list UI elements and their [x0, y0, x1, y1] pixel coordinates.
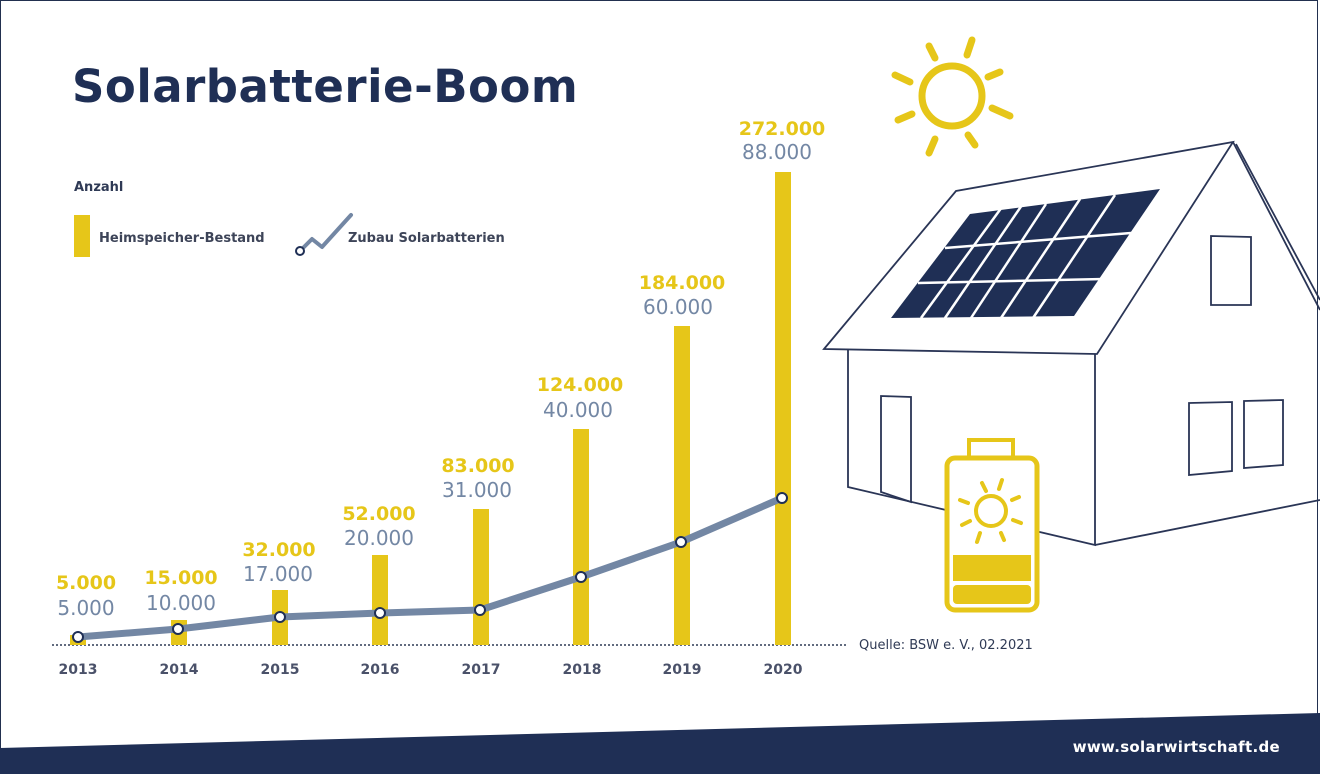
legend-line-label: Zubau Solarbatterien: [348, 231, 505, 246]
bar-value-2019: 184.000: [638, 272, 726, 294]
line-series: [74, 494, 786, 641]
bar-2020: [775, 172, 791, 645]
bar-value-2014: 15.000: [144, 567, 218, 589]
battery-icon: [944, 438, 1040, 613]
bar-value-2013: 5.000: [55, 572, 117, 594]
legend-line-icon: [295, 213, 353, 256]
x-tick-2017: 2017: [461, 662, 501, 678]
bar-value-2020: 272.000: [738, 118, 826, 140]
line-markers: [72, 492, 788, 643]
bar-value-2015: 32.000: [242, 539, 316, 561]
line-value-2015: 17.000: [243, 562, 313, 586]
line-value-2013: 5.000: [57, 596, 115, 620]
solar-panel-icon: [891, 189, 1160, 318]
x-tick-2015: 2015: [260, 662, 300, 678]
line-value-2018: 40.000: [543, 398, 613, 422]
sun-icon: [891, 36, 1014, 157]
bar-2018: [573, 429, 589, 645]
bar-2019: [674, 326, 690, 645]
x-tick-2016: 2016: [360, 662, 400, 678]
x-tick-2014: 2014: [159, 662, 199, 678]
x-tick-2020: 2020: [763, 662, 803, 678]
line-value-2014: 10.000: [146, 591, 216, 615]
x-tick-2018: 2018: [562, 662, 602, 678]
bar-value-2016: 52.000: [342, 503, 416, 525]
legend-bar-swatch: [74, 215, 90, 257]
bar-value-2018: 124.000: [536, 374, 624, 396]
line-value-2017: 31.000: [442, 478, 512, 502]
unit-label: Anzahl: [74, 180, 124, 195]
bar-value-2017: 83.000: [441, 455, 515, 477]
line-value-2020: 88.000: [742, 140, 812, 164]
line-value-2016: 20.000: [344, 526, 414, 550]
footer-website-link[interactable]: www.solarwirtschaft.de: [1072, 738, 1280, 756]
page-title: Solarbatterie-Boom: [72, 60, 579, 113]
bar-2017: [473, 509, 489, 645]
legend-bar-label: Heimspeicher-Bestand: [99, 231, 265, 246]
x-tick-2019: 2019: [662, 662, 702, 678]
bar-2016: [372, 555, 388, 645]
x-tick-2013: 2013: [58, 662, 98, 678]
source-note: Quelle: BSW e. V., 02.2021: [859, 638, 1033, 653]
footer-band: [0, 713, 1320, 774]
line-value-2019: 60.000: [643, 295, 713, 319]
